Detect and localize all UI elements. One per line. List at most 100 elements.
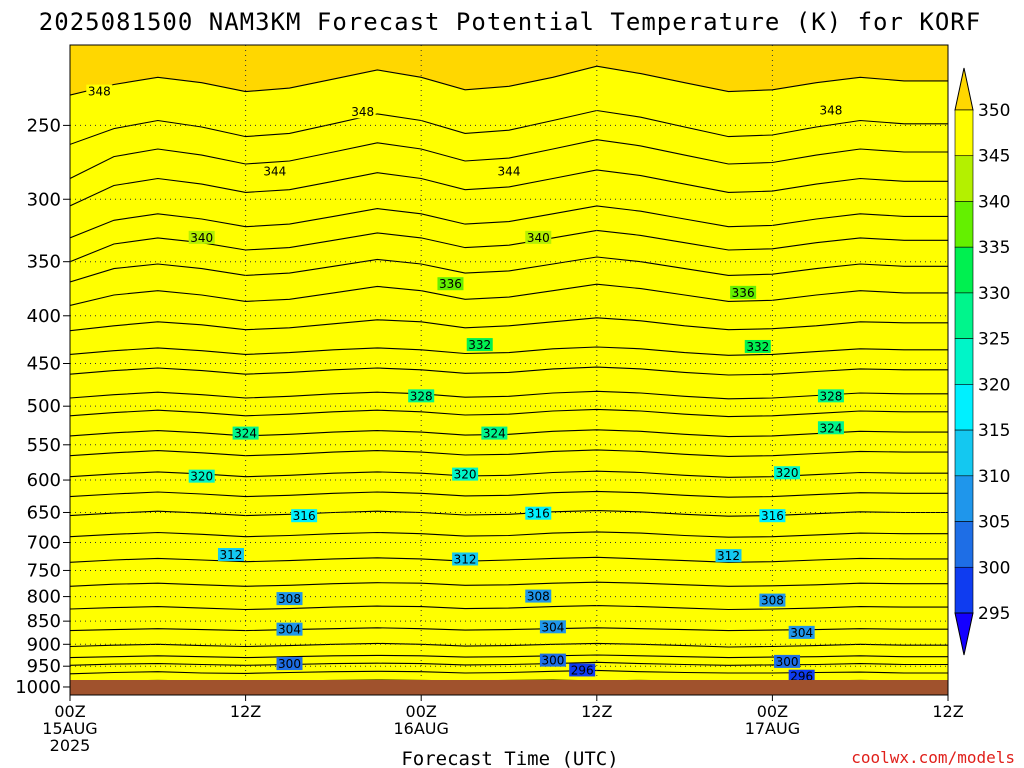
y-tick-label: 400 (27, 306, 61, 327)
contour-label-bg (217, 548, 244, 562)
y-tick-label: 750 (27, 560, 61, 581)
contour-label-bg (408, 389, 435, 403)
colorbar-tick-label: 325 (978, 330, 1010, 350)
contour-342 (70, 205, 948, 239)
y-tick-label: 300 (27, 189, 61, 210)
contour-label-bg (715, 549, 742, 563)
contour-label: 300 (776, 655, 799, 669)
contour-312 (70, 556, 948, 563)
contour-label: 324 (483, 427, 506, 441)
contour-label-bg (788, 625, 815, 639)
contour-label: 328 (819, 389, 842, 403)
colorbar-tick-label: 295 (978, 604, 1010, 624)
contour-label: 344 (498, 164, 521, 178)
contour-label: 344 (263, 164, 286, 178)
contour-label: 316 (293, 509, 316, 523)
colorbar-box (954, 246, 974, 294)
y-tick-label: 900 (27, 634, 61, 655)
colorbar-box (954, 566, 974, 614)
colorbar-lower-arrow (954, 612, 974, 656)
contour-label-bg (774, 466, 801, 480)
contour-316 (70, 510, 948, 517)
y-tick-label: 550 (27, 435, 61, 456)
contour-308 (70, 605, 948, 611)
y-tick-label: 850 (27, 611, 61, 632)
chart-title: 2025081500 NAM3KM Forecast Potential Tem… (39, 8, 981, 36)
contour-label: 340 (527, 231, 550, 245)
x-tick-label: 12Z (581, 702, 612, 721)
contour-338 (70, 256, 948, 283)
x-tick-label: 17AUG (745, 719, 800, 738)
contour-label-bg (774, 654, 801, 668)
ground-strip (70, 680, 948, 695)
contour-label-bg (261, 164, 288, 178)
y-tick-label: 600 (27, 470, 61, 491)
contour-label: 304 (278, 623, 301, 637)
contour-label-bg (817, 389, 844, 403)
x-axis-label: Forecast Time (UTC) (401, 748, 618, 768)
contour-label-bg (539, 620, 566, 634)
y-tick-label: 250 (27, 115, 61, 136)
colorbar-tick-label: 305 (978, 513, 1010, 533)
contour-label: 300 (278, 657, 301, 671)
colorbar-tick-label: 350 (978, 101, 1010, 121)
contour-348 (70, 109, 948, 145)
x-tick-label: 16AUG (393, 719, 448, 738)
y-axis: 2503003504004505005506006507007508008509… (15, 115, 70, 698)
y-tick-label: 650 (27, 502, 61, 523)
x-tick-label: 00Z (406, 702, 437, 721)
theta-contour-layer (70, 65, 948, 682)
colorbar-box (954, 292, 974, 339)
contour-label: 336 (732, 286, 755, 300)
y-tick-label: 700 (27, 532, 61, 553)
contour-label: 336 (439, 277, 462, 291)
contour-344 (70, 169, 948, 207)
contour-label-bg (291, 509, 318, 523)
colorbar-tick-label: 300 (978, 558, 1010, 578)
contour-label-bg (437, 277, 464, 291)
contour-label: 348 (819, 104, 842, 118)
contour-label: 312 (220, 548, 243, 562)
colorbar-box (954, 109, 974, 157)
contour-326 (70, 408, 948, 418)
contour-label-bg (188, 469, 215, 483)
contour-label-bg (539, 653, 566, 667)
contour-label-bg (276, 657, 303, 671)
contour-label: 348 (351, 105, 374, 119)
contour-300 (70, 661, 948, 666)
contour-label-bg (496, 164, 522, 178)
contour-label: 332 (746, 340, 769, 354)
colorbar-box (954, 384, 974, 431)
colorbar-tick-label: 335 (978, 238, 1010, 258)
contour-340 (70, 229, 948, 263)
contour-314 (70, 531, 948, 538)
colorbar-tick-label: 315 (978, 421, 1010, 441)
contour-label: 300 (541, 654, 564, 668)
contour-332 (70, 346, 948, 356)
x-tick-label: 15AUG (42, 719, 97, 738)
contour-label: 308 (527, 590, 550, 604)
contour-302 (70, 654, 948, 659)
colorbar-box (954, 475, 974, 522)
contour-label: 316 (527, 507, 550, 521)
contour-label: 348 (88, 85, 111, 99)
contour-label: 304 (541, 620, 564, 634)
contour-328 (70, 390, 948, 400)
contour-label-bg (276, 592, 303, 606)
contour-label-bg (481, 426, 508, 440)
colorbar-tick-label: 340 (978, 192, 1010, 212)
colorbar-box (954, 155, 974, 202)
contour-label-bg (452, 552, 479, 566)
contour-350 (70, 65, 948, 96)
theta-band-350 (70, 66, 948, 695)
y-tick-label: 450 (27, 354, 61, 375)
contour-label: 340 (190, 231, 213, 245)
contour-label-bg (525, 230, 552, 244)
theta-fill-layer (70, 45, 948, 695)
contour-label: 308 (761, 594, 784, 608)
contour-label-bg (817, 103, 844, 117)
contour-334 (70, 317, 948, 332)
colorbar-box (954, 429, 974, 477)
